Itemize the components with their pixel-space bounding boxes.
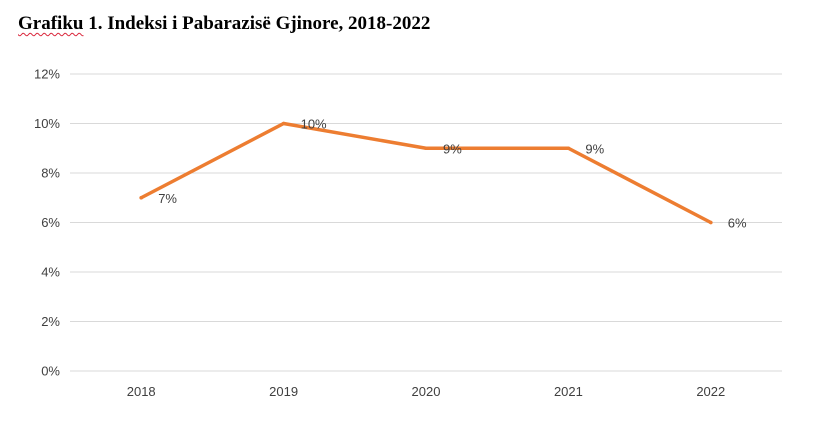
data-point	[566, 146, 571, 151]
y-tick-label: 6%	[41, 215, 60, 230]
data-point	[139, 195, 143, 200]
data-point	[281, 121, 286, 126]
data-label: 7%	[158, 191, 177, 206]
data-point	[424, 146, 428, 151]
y-tick-label: 10%	[34, 116, 60, 131]
x-tick-label: 2022	[696, 384, 725, 399]
x-axis: 2018 2019 2020 2021 2022	[127, 384, 726, 399]
data-labels: 7% 10% 9% 9% 6%	[158, 117, 747, 231]
series-group	[139, 121, 713, 225]
y-tick-label: 8%	[41, 166, 60, 181]
y-tick-label: 12%	[34, 67, 60, 82]
chart-title: Grafiku 1. Indeksi i Pabarazisë Gjinore,…	[18, 13, 430, 35]
data-point	[709, 220, 713, 225]
x-tick-label: 2018	[127, 384, 156, 399]
chart-title-rest: 1. Indeksi i Pabarazisë Gjinore, 2018-20…	[83, 13, 431, 34]
y-tick-label: 2%	[41, 314, 60, 329]
data-label: 10%	[301, 117, 327, 132]
data-label: 9%	[585, 141, 604, 156]
x-tick-label: 2021	[554, 384, 583, 399]
y-tick-label: 0%	[41, 364, 60, 379]
x-tick-label: 2019	[269, 384, 298, 399]
gridlines	[70, 73, 782, 372]
y-axis: 0% 2% 4% 6% 8% 10% 12%	[34, 67, 60, 379]
data-label: 9%	[443, 141, 462, 156]
y-tick-label: 4%	[41, 265, 60, 280]
chart-title-lead: Grafiku	[18, 13, 84, 34]
x-tick-label: 2020	[412, 384, 441, 399]
data-label: 6%	[728, 216, 747, 231]
